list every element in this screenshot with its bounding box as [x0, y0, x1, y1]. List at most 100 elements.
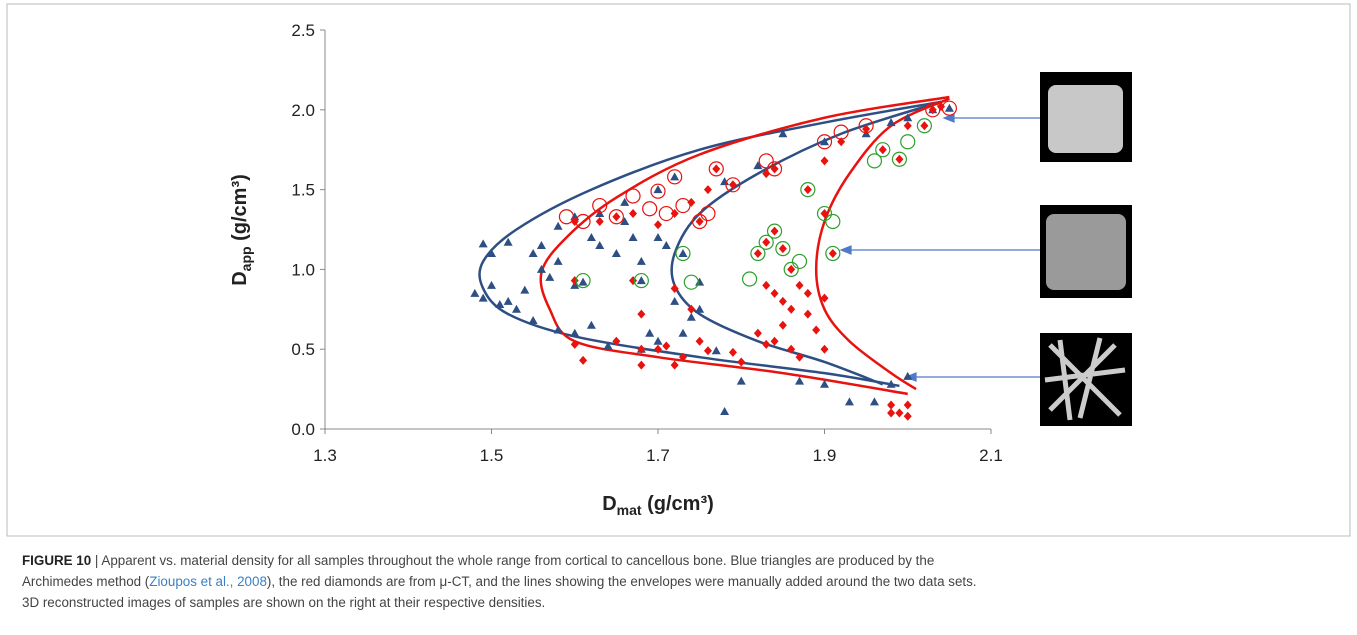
- diamond-point: [695, 336, 704, 346]
- highlight-ring: [791, 253, 808, 270]
- caption: FIGURE 10 | Apparent vs. material densit…: [22, 550, 1342, 613]
- triangle-point: [678, 328, 688, 337]
- diamond-point: [728, 347, 737, 357]
- y-tick-label: 0.5: [291, 340, 315, 359]
- diamond-point: [903, 411, 912, 421]
- highlight-ring: [783, 261, 799, 277]
- citation-link[interactable]: Zioupos et al., 2008: [149, 574, 267, 589]
- envelope-line: [814, 97, 950, 391]
- triangle-point: [653, 336, 663, 345]
- caption-text: Archimedes method (: [22, 574, 150, 589]
- y-tick-label: 1.5: [291, 181, 315, 200]
- diamond-point: [703, 346, 712, 356]
- y-tick-label: 2.0: [291, 101, 315, 120]
- highlight-ring: [766, 223, 783, 239]
- diamond-point: [903, 400, 912, 410]
- diamond-point: [737, 357, 746, 367]
- highlight-ring: [866, 153, 883, 169]
- highlight-ring: [741, 271, 758, 287]
- triangle-point: [720, 406, 730, 415]
- diamond-point: [820, 293, 829, 303]
- figure-label: FIGURE 10: [22, 553, 92, 568]
- triangle-point: [478, 293, 488, 302]
- caption-text: ), the red diamonds are from μ-CT, and t…: [266, 574, 977, 589]
- triangle-point: [495, 300, 505, 309]
- diamond-point: [762, 280, 771, 290]
- triangle-point: [503, 296, 513, 305]
- triangle-point: [795, 376, 805, 385]
- diamond-point: [803, 288, 812, 298]
- triangle-point: [586, 320, 596, 329]
- envelope-line: [670, 100, 942, 386]
- triangle-point: [487, 248, 496, 257]
- chart: Dmat (g/cm³) Dapp (g/cm³) 0.0 0.5 1.0 1.5 2.…: [6, 3, 1351, 537]
- diamond-point: [595, 217, 604, 227]
- x-label-main: D: [602, 493, 616, 515]
- diamond-point: [820, 209, 829, 219]
- diamond-point: [795, 280, 804, 290]
- diamond-point: [712, 164, 721, 174]
- highlight-ring: [750, 245, 766, 262]
- diamond-point: [920, 121, 929, 131]
- diamond-point: [928, 105, 937, 115]
- diamond-point: [629, 209, 638, 219]
- diamond-point: [570, 276, 579, 286]
- triangle-point: [578, 277, 588, 286]
- diamond-point: [887, 408, 896, 418]
- diamond-point: [612, 336, 621, 346]
- x-tick-label: 2.1: [979, 446, 1003, 465]
- highlight-ring: [758, 153, 774, 169]
- highlight-ring: [633, 272, 649, 289]
- highlight-ring: [725, 177, 741, 193]
- diamond-point: [670, 284, 679, 294]
- diamond-point: [828, 248, 837, 258]
- highlight-ring: [625, 188, 641, 204]
- triangle-point: [886, 118, 896, 127]
- triangle-point: [553, 221, 563, 230]
- triangle-point: [611, 248, 621, 257]
- highlight-ring: [916, 118, 933, 134]
- triangle-point: [653, 185, 663, 194]
- diamond-point: [770, 336, 779, 346]
- diamond-point: [862, 124, 871, 134]
- triangle-point: [636, 276, 646, 285]
- y-tick-label: 1.0: [291, 260, 315, 279]
- diamond-point: [570, 339, 579, 349]
- diamond-point: [637, 360, 646, 370]
- highlight-ring: [700, 205, 716, 222]
- highlight-ring: [800, 182, 816, 198]
- highlight-ring: [816, 134, 833, 150]
- arrows: [839, 113, 1040, 382]
- diamond-point: [728, 180, 737, 190]
- diamond-point: [820, 344, 829, 354]
- diamond-point: [637, 344, 646, 354]
- triangle-point: [736, 376, 746, 385]
- diamond-point: [670, 360, 679, 370]
- triangle-point: [886, 379, 896, 388]
- triangle-point: [903, 113, 913, 122]
- diamond-point: [687, 197, 696, 207]
- triangle-point: [620, 217, 630, 226]
- y-tick-label: 2.5: [291, 21, 315, 40]
- diamond-point: [654, 220, 662, 230]
- triangle-point: [869, 397, 879, 406]
- triangle-point: [720, 177, 730, 186]
- highlight-ring: [858, 118, 874, 134]
- triangle-point: [820, 137, 829, 146]
- sample-images: [1040, 72, 1132, 426]
- diamond-point: [812, 325, 821, 335]
- x-tick-label: 1.5: [480, 446, 504, 465]
- triangle-point: [678, 248, 688, 257]
- triangle-point: [470, 288, 480, 297]
- diamond-point: [778, 244, 787, 254]
- x-label-unit: (g/cm³): [642, 493, 714, 515]
- triangle-point: [478, 239, 488, 248]
- triangle-point: [595, 240, 605, 249]
- highlight-ring: [925, 102, 941, 118]
- highlight-ring: [825, 213, 841, 230]
- triangle-point: [553, 256, 563, 265]
- triangle-point: [487, 280, 496, 289]
- x-axis-label: Dmat (g/cm³): [602, 493, 714, 518]
- highlight-ring: [575, 213, 591, 230]
